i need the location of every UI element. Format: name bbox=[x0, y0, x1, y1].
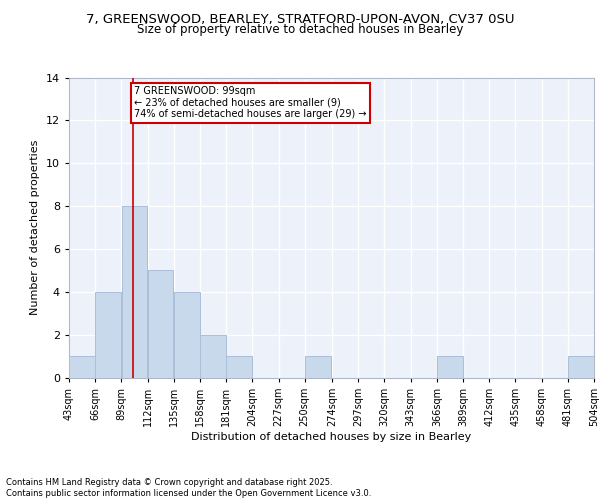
Bar bbox=[437, 356, 463, 378]
Bar bbox=[305, 356, 331, 378]
Bar bbox=[226, 356, 252, 378]
Bar bbox=[95, 292, 121, 378]
Text: 7 GREENSWOOD: 99sqm
← 23% of detached houses are smaller (9)
74% of semi-detache: 7 GREENSWOOD: 99sqm ← 23% of detached ho… bbox=[134, 86, 367, 120]
Bar bbox=[200, 334, 226, 378]
Bar bbox=[122, 206, 147, 378]
Text: Contains HM Land Registry data © Crown copyright and database right 2025.
Contai: Contains HM Land Registry data © Crown c… bbox=[6, 478, 371, 498]
Y-axis label: Number of detached properties: Number of detached properties bbox=[30, 140, 40, 315]
Bar bbox=[174, 292, 200, 378]
Bar bbox=[148, 270, 173, 378]
Text: 7, GREENSWOOD, BEARLEY, STRATFORD-UPON-AVON, CV37 0SU: 7, GREENSWOOD, BEARLEY, STRATFORD-UPON-A… bbox=[86, 12, 514, 26]
Bar bbox=[568, 356, 594, 378]
Text: Size of property relative to detached houses in Bearley: Size of property relative to detached ho… bbox=[137, 22, 463, 36]
X-axis label: Distribution of detached houses by size in Bearley: Distribution of detached houses by size … bbox=[191, 432, 472, 442]
Bar bbox=[69, 356, 95, 378]
